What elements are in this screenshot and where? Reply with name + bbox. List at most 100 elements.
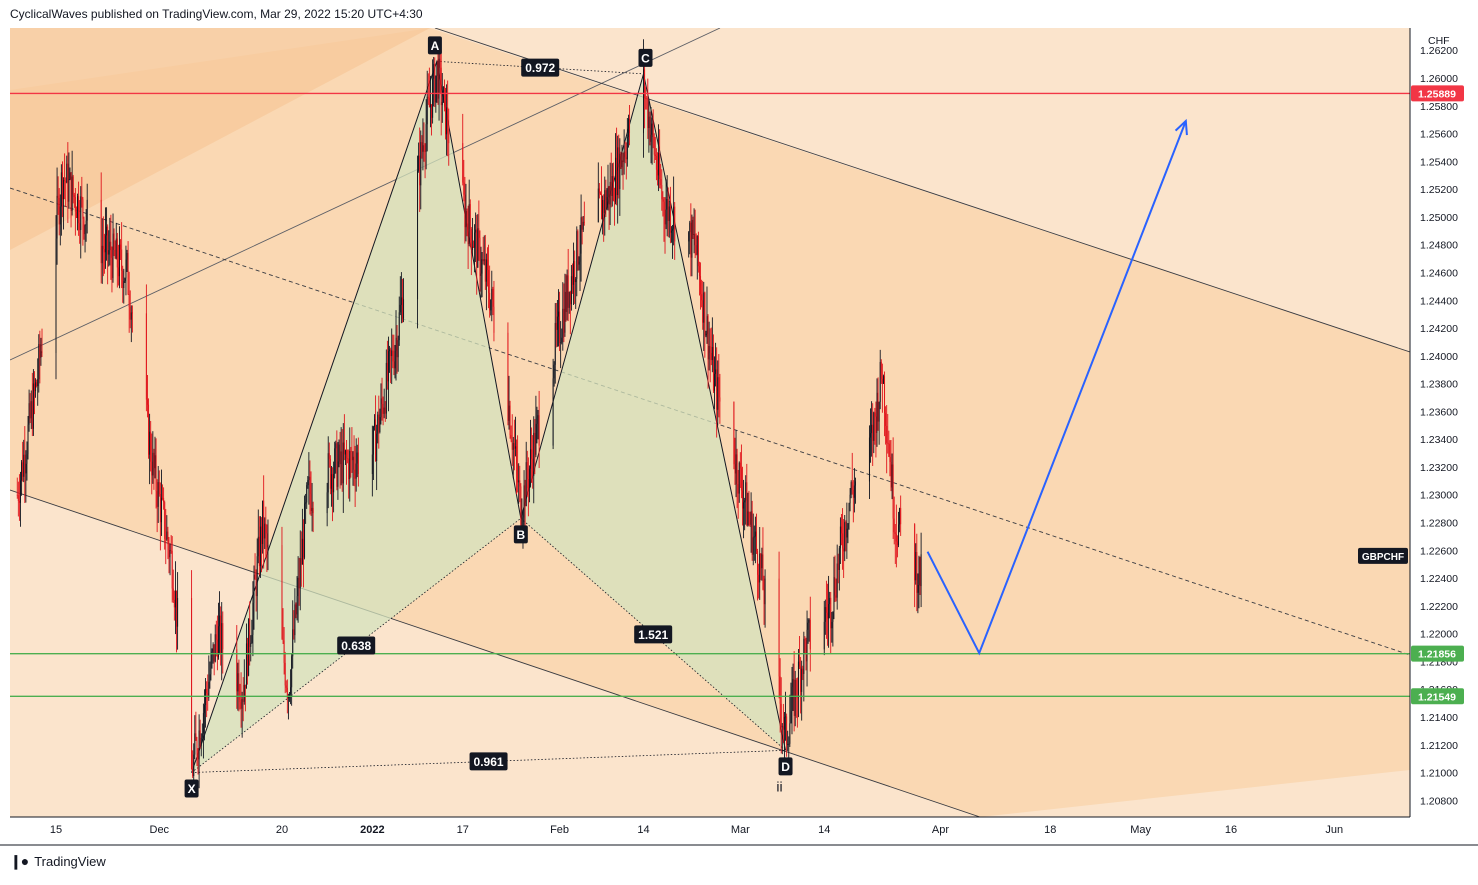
candle-body	[419, 155, 421, 186]
candle	[16, 477, 18, 499]
candle	[920, 532, 922, 608]
candle	[73, 192, 75, 208]
candle	[627, 114, 629, 148]
candle-body	[169, 550, 171, 558]
candle-body	[525, 462, 527, 507]
resistance-price-tag-0-text: 1.25889	[1418, 88, 1456, 100]
candle-body	[102, 245, 104, 250]
candle-body	[148, 404, 150, 455]
candle-body	[100, 199, 102, 264]
candle-body	[379, 417, 381, 433]
time-tick-label: 14	[637, 824, 649, 836]
candle	[70, 172, 72, 228]
candle	[397, 335, 399, 372]
candle-body	[736, 454, 738, 485]
candle-body	[426, 96, 428, 125]
candle-body	[377, 414, 379, 434]
candle-body	[352, 456, 354, 461]
candle-body	[166, 531, 168, 540]
candle	[112, 213, 114, 283]
candle-body	[603, 200, 605, 214]
candle-body	[200, 737, 202, 747]
candle-body	[73, 194, 75, 198]
candle-body	[655, 155, 657, 170]
harmonic-ac-dotted	[436, 60, 644, 75]
candle-body	[380, 398, 382, 418]
candle-body	[307, 480, 309, 486]
candle	[162, 484, 164, 501]
candle-body	[440, 67, 442, 106]
candle-body	[852, 489, 854, 498]
candle-body	[794, 679, 796, 716]
candle-body	[836, 563, 838, 598]
candle-body	[466, 211, 468, 224]
candle-body	[115, 238, 117, 259]
candle	[307, 476, 309, 489]
candle-body	[613, 200, 615, 202]
candle-body	[394, 350, 396, 369]
candle-body	[643, 69, 644, 134]
candle	[355, 438, 357, 492]
candle	[650, 107, 652, 164]
candle-body	[236, 649, 238, 692]
candle	[111, 246, 113, 293]
price-tick-label: 1.25800	[1420, 101, 1458, 113]
candle-body	[889, 456, 891, 462]
candle-body	[85, 220, 87, 226]
candle	[519, 465, 521, 503]
candle	[898, 511, 900, 548]
candle	[664, 197, 666, 254]
candle-body	[239, 699, 241, 703]
candle-body	[311, 507, 313, 511]
candle	[844, 514, 846, 562]
candle-body	[612, 176, 614, 201]
candle-body	[240, 702, 242, 709]
candle	[399, 276, 401, 316]
candle	[24, 426, 26, 504]
candle	[916, 533, 918, 612]
candle	[603, 194, 605, 242]
candle	[846, 502, 848, 559]
candle-body	[59, 206, 61, 225]
candle-body	[746, 482, 748, 526]
candle-body	[293, 629, 295, 636]
candle-body	[799, 661, 801, 667]
candle	[781, 723, 783, 755]
candle	[831, 611, 833, 643]
candle	[257, 509, 259, 564]
candle-body	[753, 536, 755, 538]
candle	[382, 396, 384, 426]
candle	[669, 186, 671, 244]
candle	[838, 545, 840, 591]
candle	[665, 179, 667, 230]
candle	[431, 104, 433, 136]
candle	[293, 610, 295, 640]
candle-body	[738, 462, 740, 494]
price-tick-label: 1.23600	[1420, 406, 1458, 418]
candle	[748, 490, 750, 526]
price-tick-label: 1.26200	[1420, 45, 1458, 57]
footer[interactable]: ❙● TradingView	[10, 853, 106, 870]
candle	[514, 416, 516, 457]
candle-body	[706, 316, 708, 334]
time-axis	[0, 817, 1478, 845]
candle-body	[421, 142, 423, 152]
candle-body	[848, 503, 850, 525]
candle-body	[899, 508, 901, 525]
candle-body	[30, 401, 32, 419]
candle	[259, 516, 261, 578]
candle	[198, 714, 200, 789]
candle	[462, 113, 464, 186]
candle	[804, 636, 806, 655]
candle	[646, 95, 648, 110]
candle	[559, 291, 561, 352]
candle	[333, 461, 335, 513]
candle	[716, 347, 718, 438]
candle	[843, 519, 845, 578]
candle	[606, 188, 608, 210]
candle	[764, 569, 766, 628]
candle	[221, 602, 223, 681]
support-price-tag-1-bg	[1411, 645, 1464, 662]
